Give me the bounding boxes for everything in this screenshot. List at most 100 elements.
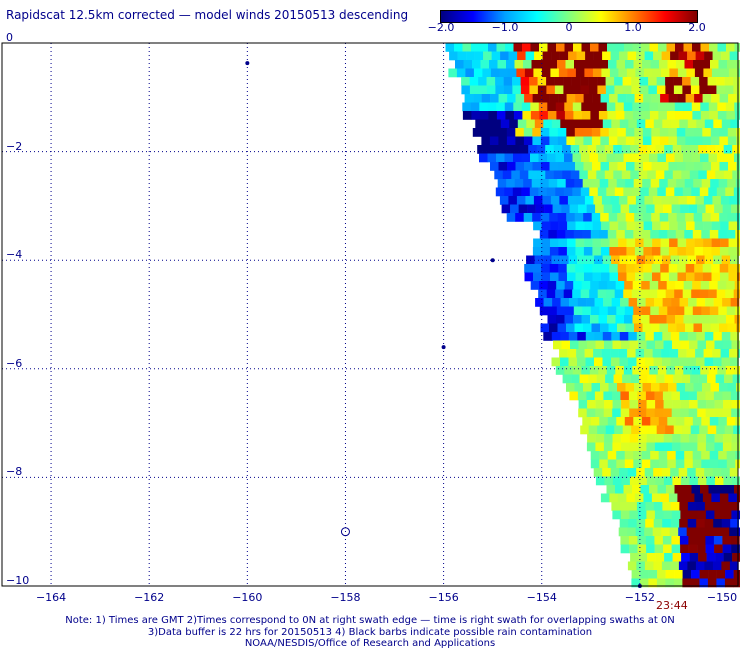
longitude-tick-label: −154 (527, 591, 557, 604)
swath-cell (706, 409, 715, 418)
swath-cell (701, 460, 710, 469)
swath-cell (620, 256, 629, 265)
swath-cell (609, 94, 618, 103)
swath-cell (585, 196, 594, 205)
swath-cell (524, 94, 533, 103)
swath-cell (698, 145, 707, 154)
swath-cell (696, 52, 705, 61)
swath-cell (629, 392, 638, 401)
swath-cell (616, 451, 625, 460)
swath-cell (675, 366, 684, 375)
swath-cell (725, 188, 734, 197)
swath-cell (464, 60, 473, 69)
swath-cell (663, 392, 672, 401)
swath-cell (670, 468, 679, 477)
swath-cell (647, 341, 656, 350)
swath-cell (548, 111, 557, 120)
swath-cell (558, 94, 567, 103)
swath-cell (556, 366, 565, 375)
swath-cell (700, 290, 709, 299)
swath-cell (704, 528, 713, 537)
swath-cell (697, 298, 706, 307)
swath-cell (594, 358, 603, 367)
latitude-tick-label: −4 (6, 248, 22, 261)
swath-cell (525, 273, 534, 282)
swath-cell (721, 52, 730, 61)
swath-cell (545, 145, 554, 154)
swath-cell (680, 443, 689, 452)
swath-cell (569, 256, 578, 265)
swath-cell (648, 77, 657, 86)
swath-cell (703, 162, 712, 171)
swath-cell (624, 43, 633, 52)
swath-cell (711, 383, 720, 392)
swath-cell (621, 545, 630, 554)
swath-cell (686, 247, 695, 256)
swath-cell (654, 332, 663, 341)
swath-cell (625, 179, 634, 188)
swath-cell (597, 426, 606, 435)
swath-cell (590, 315, 599, 324)
swath-cell (634, 128, 643, 137)
swath-cell (626, 137, 635, 146)
swath-cell (717, 188, 726, 197)
swath-cell (672, 511, 681, 520)
swath-cell (703, 494, 712, 503)
swath-cell (700, 366, 709, 375)
swath-cell (499, 162, 508, 171)
swath-cell (617, 60, 626, 69)
swath-cell (514, 43, 523, 52)
swath-cell (625, 417, 634, 426)
swath-cell (558, 247, 567, 256)
swath-cell (623, 77, 632, 86)
swath-cell (705, 358, 714, 367)
swath-cell (679, 120, 688, 129)
swath-cell (621, 205, 630, 214)
swath-cell (557, 230, 566, 239)
swath-cell (671, 392, 680, 401)
swath-cell (653, 52, 662, 61)
swath-cell (718, 307, 727, 316)
swath-cell (729, 273, 738, 282)
swath-cell (638, 511, 647, 520)
swath-cell (637, 392, 646, 401)
swath-cell (573, 366, 582, 375)
swath-cell (708, 290, 717, 299)
swath-cell (683, 485, 692, 494)
swath-cell (583, 213, 592, 222)
swath-cell (601, 222, 610, 231)
swath-cell (586, 332, 595, 341)
swath-cell (542, 222, 551, 231)
latitude-tick-label: −8 (6, 465, 22, 478)
swath-cell (672, 205, 681, 214)
swath-cell (569, 358, 578, 367)
swath-cell (699, 77, 708, 86)
swath-cell (592, 213, 601, 222)
swath-cell (725, 426, 734, 435)
swath-cell (663, 443, 672, 452)
swath-cell (662, 519, 671, 528)
swath-cell (675, 43, 684, 52)
swath-cell (729, 69, 738, 78)
swath-cell (635, 162, 644, 171)
swath-cell (681, 171, 690, 180)
swath-cell (727, 230, 736, 239)
swath-cell (586, 358, 595, 367)
swath-cell (499, 69, 508, 78)
swath-cell (669, 94, 678, 103)
swath-cell (533, 69, 542, 78)
swath-cell (543, 332, 552, 341)
swath-cell (735, 43, 740, 52)
swath-cell (548, 315, 557, 324)
swath-cell (680, 298, 689, 307)
swath-cell (719, 128, 728, 137)
swath-cell (653, 349, 662, 358)
swath-cell (677, 128, 686, 137)
swath-cell (538, 77, 547, 86)
swath-cell (661, 196, 670, 205)
swath-cell (555, 86, 564, 95)
swath-cell (671, 536, 680, 545)
swath-cell (648, 375, 657, 384)
swath-cell (625, 307, 634, 316)
latitude-tick-label: −2 (6, 140, 22, 153)
